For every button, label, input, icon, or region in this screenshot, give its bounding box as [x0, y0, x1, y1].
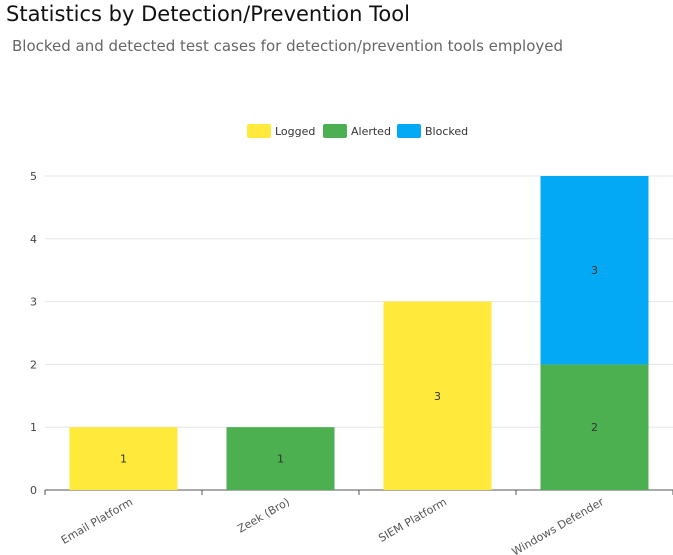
x-tick-label: SIEM Platform [376, 495, 449, 545]
bar-logged [69, 427, 178, 490]
x-tick-label: Windows Defender [510, 495, 607, 555]
legend-swatch-alerted [323, 124, 347, 138]
y-tick-label: 4 [30, 233, 37, 246]
bar-alerted [226, 427, 335, 490]
bar-logged [383, 301, 492, 490]
bar-alerted [540, 364, 649, 490]
y-tick-label: 5 [30, 170, 37, 183]
bar-blocked [540, 176, 649, 365]
legend-swatch-logged [247, 124, 271, 138]
bar-value-label: 2 [591, 421, 598, 434]
bar-value-label: 1 [120, 453, 127, 466]
chart-title: Statistics by Detection/Prevention Tool [6, 2, 410, 26]
y-tick-label: 1 [30, 421, 37, 434]
y-tick-label: 0 [30, 484, 37, 497]
y-tick-label: 2 [30, 358, 37, 371]
chart-subtitle: Blocked and detected test cases for dete… [12, 37, 563, 55]
legend-swatch-blocked [397, 124, 421, 138]
legend-label: Blocked [425, 125, 468, 138]
bar-value-label: 3 [434, 390, 441, 403]
bar-value-label: 1 [277, 453, 284, 466]
bar-value-label: 3 [591, 264, 598, 277]
x-tick-label: Zeek (Bro) [235, 495, 292, 535]
legend-label: Logged [275, 125, 315, 138]
y-tick-label: 3 [30, 296, 37, 309]
x-tick-label: Email Platform [59, 495, 135, 546]
legend-label: Alerted [351, 125, 391, 138]
